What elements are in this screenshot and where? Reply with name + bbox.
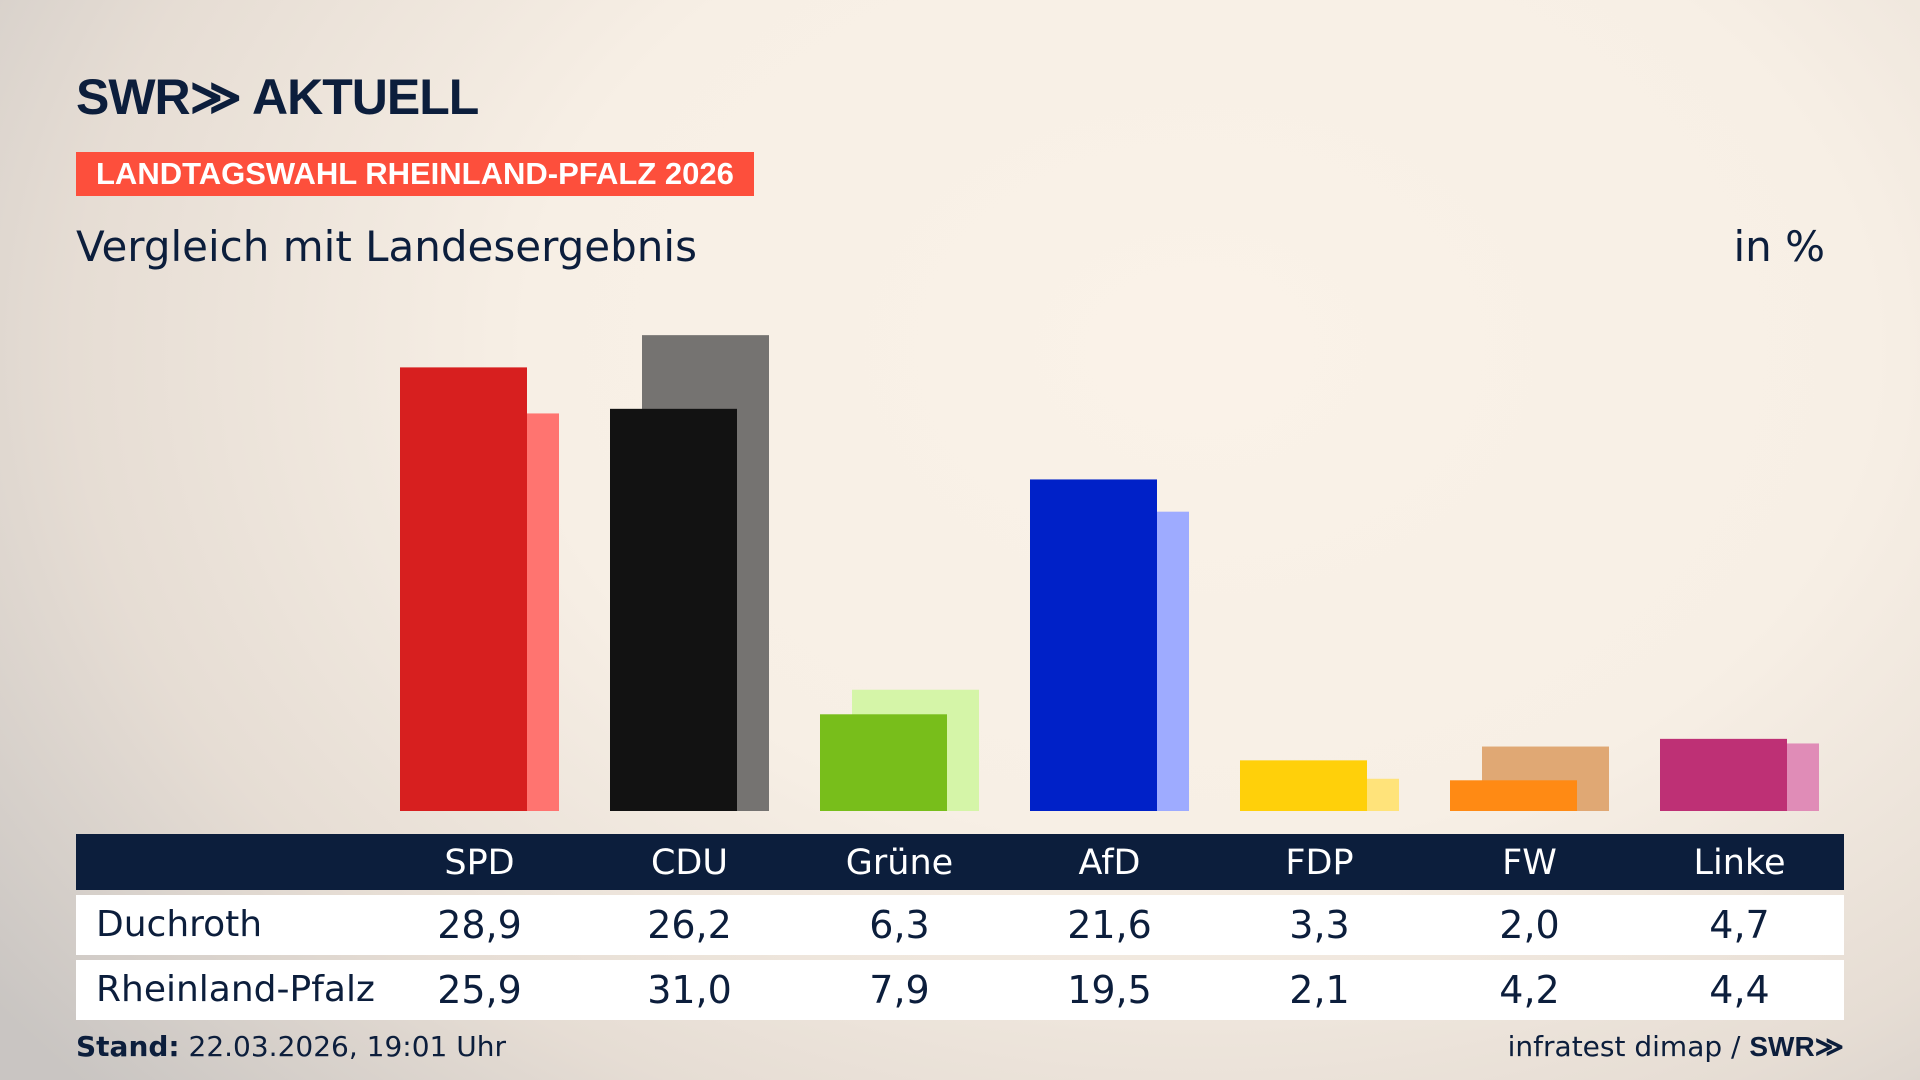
column-header: CDU: [650, 843, 728, 883]
source-text: infratest dimap /: [1507, 1030, 1750, 1063]
value-cell: 3,3: [1289, 903, 1350, 947]
results-table: SPD CDU Grüne AfD FDP FW Linke Duchroth 28,9 26…: [76, 834, 1844, 1020]
table-row-duchroth: Duchroth 28,9 26,2 6,3 21,6 3,3 2,0 4,7: [76, 895, 1844, 955]
bar-grüne-duchroth: [820, 714, 947, 811]
bar-fw-duchroth: [1450, 780, 1577, 811]
bar-linke-duchroth: [1660, 738, 1787, 811]
value-cell: 19,5: [1067, 968, 1152, 1012]
value-cell: 7,9: [869, 968, 930, 1012]
column-header: FDP: [1285, 843, 1354, 883]
table-header-row: SPD CDU Grüne AfD FDP FW Linke: [76, 834, 1844, 890]
column-header: Linke: [1693, 843, 1786, 883]
bar-chart: [400, 335, 1819, 811]
swr-aktuell-logo: SWR≫ AKTUELL: [76, 69, 479, 125]
column-header: SPD: [444, 843, 515, 883]
value-cell: 4,7: [1709, 903, 1770, 947]
timestamp: Stand: 22.03.2026, 19:01 Uhr: [76, 1030, 506, 1063]
value-cell: 4,2: [1499, 968, 1560, 1012]
bar-spd-duchroth: [400, 367, 527, 811]
value-cell: 2,0: [1499, 903, 1560, 947]
column-header: AfD: [1078, 843, 1141, 883]
value-cell: 25,9: [437, 968, 522, 1012]
bar-afd-duchroth: [1030, 479, 1157, 811]
row-label: Rheinland-Pfalz: [96, 969, 375, 1010]
stand-label: Stand:: [76, 1030, 180, 1063]
election-banner: LANDTAGSWAHL RHEINLAND-PFALZ 2026: [76, 152, 754, 196]
value-cell: 6,3: [869, 903, 930, 947]
value-cell: 2,1: [1289, 968, 1350, 1012]
swr-logo: SWR≫: [1749, 1031, 1844, 1062]
bar-fdp-duchroth: [1240, 760, 1367, 811]
source: infratest dimap / SWR≫: [1508, 1030, 1844, 1063]
value-cell: 28,9: [437, 903, 522, 947]
stand-value: 22.03.2026, 19:01 Uhr: [179, 1030, 506, 1063]
value-cell: 26,2: [647, 903, 732, 947]
value-cell: 4,4: [1709, 968, 1770, 1012]
table-row-rheinland-pfalz: Rheinland-Pfalz 25,9 31,0 7,9 19,5 2,1 4,2 4,4: [76, 960, 1844, 1020]
chart-subtitle: Vergleich mit Landesergebnis: [76, 222, 697, 271]
unit-label: in %: [1733, 222, 1825, 271]
column-header: FW: [1502, 843, 1557, 883]
value-cell: 31,0: [647, 968, 732, 1012]
value-cell: 21,6: [1067, 903, 1152, 947]
row-label: Duchroth: [96, 904, 263, 945]
column-header: Grüne: [845, 843, 954, 883]
bar-cdu-duchroth: [610, 408, 737, 811]
